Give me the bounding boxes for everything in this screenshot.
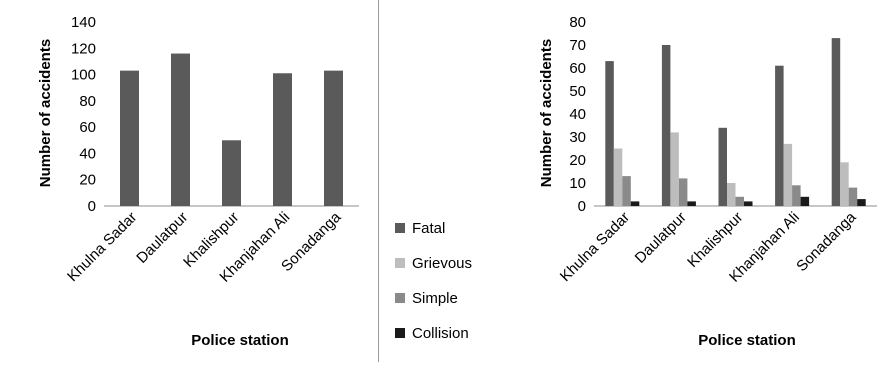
bar-grievous <box>840 162 849 206</box>
y-tick-label: 80 <box>569 14 586 31</box>
bar-collision <box>630 201 640 206</box>
legend-swatch-fatal <box>395 223 405 233</box>
x-tick-label: Khulna Sadar <box>557 209 633 285</box>
bar-fatal <box>718 127 727 206</box>
bar-collision <box>800 196 810 206</box>
y-tick-label: 10 <box>569 175 586 192</box>
bar-simple <box>848 187 858 206</box>
bar-collision <box>687 201 696 206</box>
y-tick-label: 30 <box>569 129 586 146</box>
bar-collision <box>744 201 753 206</box>
y-tick-label: 0 <box>88 198 96 215</box>
bar-fatal <box>775 65 784 206</box>
y-tick-label: 20 <box>79 172 96 189</box>
x-tick-label: Sonadanga <box>793 208 860 275</box>
y-tick-label: 0 <box>578 198 586 215</box>
bar-fatal <box>831 38 841 206</box>
legend-label-fatal: Fatal <box>412 220 445 237</box>
bar-grievous <box>783 143 793 206</box>
y-tick-label: 60 <box>79 119 96 136</box>
bar-simple <box>735 196 744 206</box>
legend-swatch-simple <box>395 293 405 303</box>
bar <box>120 70 139 206</box>
x-tick-label: Khulna Sadar <box>64 209 140 285</box>
y-tick-label: 60 <box>569 60 586 77</box>
y-tick-label: 40 <box>569 106 586 123</box>
right-chart-panel: Number of accidents Police station 0 10 20… <box>378 0 886 362</box>
y-tick-label: 80 <box>79 93 96 110</box>
bar <box>171 53 190 206</box>
y-tick-label: 70 <box>569 37 586 54</box>
bar <box>222 140 241 206</box>
bar-grievous <box>670 132 679 206</box>
y-tick-label: 120 <box>71 40 96 57</box>
y-axis-title: Number of accidents <box>538 39 555 187</box>
legend-label-collision: Collision <box>412 325 469 342</box>
legend-swatch-collision <box>395 328 405 338</box>
accidents-by-type-chart: Number of accidents Police station 0 10 20… <box>395 14 877 349</box>
legend-label-simple: Simple <box>412 290 458 307</box>
legend-swatch-grievous <box>395 258 405 268</box>
y-tick-label: 40 <box>79 145 96 162</box>
bar-fatal <box>661 45 671 206</box>
x-axis-title: Police station <box>698 332 796 349</box>
bar-grievous <box>613 148 623 206</box>
y-tick-label: 20 <box>569 152 586 169</box>
y-tick-label: 50 <box>569 83 586 100</box>
x-tick-label: Daulatpur <box>632 209 690 267</box>
total-accidents-chart: Number of accidents Police station 0 20 40… <box>37 14 359 349</box>
bar-collision <box>857 199 866 206</box>
x-axis-title: Police station <box>191 332 289 349</box>
y-tick-label: 140 <box>71 14 96 31</box>
y-axis-title: Number of accidents <box>37 39 54 187</box>
bar-simple <box>622 176 631 206</box>
bar-fatal <box>605 61 614 206</box>
bar-simple <box>678 178 688 206</box>
left-chart-panel: Number of accidents Police station 0 20 40… <box>0 0 378 362</box>
bar <box>273 73 292 206</box>
bar <box>324 70 343 206</box>
bar-grievous <box>727 183 736 206</box>
y-tick-label: 100 <box>71 67 96 84</box>
bar-simple <box>792 185 801 206</box>
legend-label-grievous: Grievous <box>412 255 472 272</box>
